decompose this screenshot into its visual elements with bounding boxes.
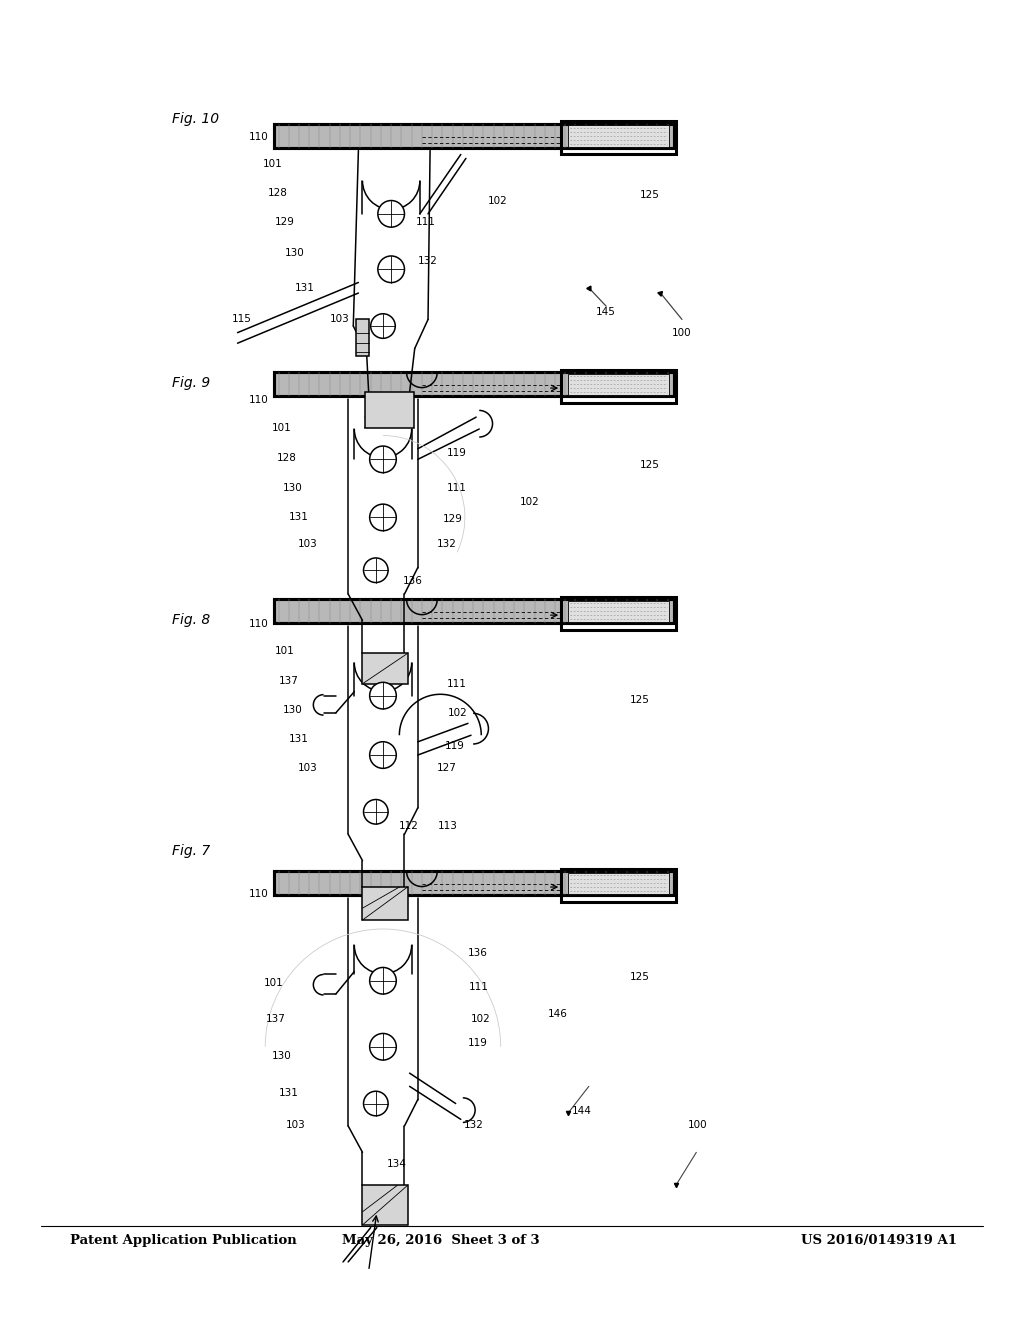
Ellipse shape <box>378 256 404 282</box>
Bar <box>568 125 669 147</box>
Bar <box>568 601 669 622</box>
Ellipse shape <box>370 446 396 473</box>
Text: 101: 101 <box>264 978 284 989</box>
Text: 125: 125 <box>630 972 649 982</box>
Text: US 2016/0149319 A1: US 2016/0149319 A1 <box>802 1234 957 1246</box>
Text: 100: 100 <box>672 327 691 338</box>
Text: 103: 103 <box>298 763 317 774</box>
Text: 119: 119 <box>444 741 464 751</box>
Ellipse shape <box>364 1092 388 1115</box>
Text: 102: 102 <box>487 195 507 206</box>
Text: 111: 111 <box>469 982 488 993</box>
Text: 102: 102 <box>447 708 467 718</box>
Bar <box>365 392 414 428</box>
Text: 111: 111 <box>446 483 466 494</box>
Bar <box>274 871 674 895</box>
Text: 110: 110 <box>249 132 268 143</box>
Bar <box>274 599 674 623</box>
Bar <box>274 124 674 148</box>
Bar <box>274 372 674 396</box>
Text: 132: 132 <box>464 1119 483 1130</box>
Ellipse shape <box>364 800 388 824</box>
Text: 137: 137 <box>266 1014 286 1024</box>
Text: 111: 111 <box>416 216 435 227</box>
Text: 130: 130 <box>271 1051 291 1061</box>
Text: 110: 110 <box>249 395 268 405</box>
Text: 103: 103 <box>330 314 349 325</box>
Text: 113: 113 <box>438 821 458 832</box>
Text: 145: 145 <box>596 306 615 317</box>
Text: 146: 146 <box>548 1008 567 1019</box>
Text: 128: 128 <box>268 187 288 198</box>
Text: May 26, 2016  Sheet 3 of 3: May 26, 2016 Sheet 3 of 3 <box>342 1234 539 1246</box>
Ellipse shape <box>364 558 388 582</box>
Text: 125: 125 <box>630 694 649 705</box>
Text: 130: 130 <box>283 483 302 494</box>
Bar <box>568 374 669 395</box>
Text: 130: 130 <box>283 705 302 715</box>
Text: 134: 134 <box>387 1159 407 1170</box>
Bar <box>274 124 674 148</box>
Text: 119: 119 <box>468 1038 487 1048</box>
Text: 110: 110 <box>249 619 268 630</box>
Text: Fig. 10: Fig. 10 <box>172 112 219 125</box>
Text: 102: 102 <box>520 496 540 507</box>
Bar <box>362 887 408 920</box>
Bar <box>561 370 676 403</box>
Text: 125: 125 <box>640 190 659 201</box>
Text: 131: 131 <box>289 734 308 744</box>
Bar <box>274 372 674 396</box>
Text: 112: 112 <box>398 821 418 832</box>
Bar <box>568 873 669 894</box>
Text: 111: 111 <box>446 678 466 689</box>
Text: Fig. 8: Fig. 8 <box>172 614 210 627</box>
Text: 131: 131 <box>295 282 314 293</box>
Bar <box>356 319 369 356</box>
Text: 125: 125 <box>640 459 659 470</box>
Text: 100: 100 <box>688 1119 708 1130</box>
Text: 128: 128 <box>276 453 296 463</box>
Bar <box>561 121 676 154</box>
Text: 131: 131 <box>279 1088 298 1098</box>
Text: Fig. 7: Fig. 7 <box>172 845 210 858</box>
Bar <box>561 597 676 630</box>
Text: 101: 101 <box>274 645 294 656</box>
Bar <box>274 599 674 623</box>
Ellipse shape <box>370 968 396 994</box>
Text: 103: 103 <box>286 1119 305 1130</box>
Text: Fig. 9: Fig. 9 <box>172 376 210 389</box>
Bar <box>362 653 408 684</box>
Ellipse shape <box>370 742 396 768</box>
Text: 129: 129 <box>442 513 462 524</box>
Text: 130: 130 <box>285 248 304 259</box>
Text: 131: 131 <box>289 512 308 523</box>
Text: 102: 102 <box>471 1014 490 1024</box>
Ellipse shape <box>370 682 396 709</box>
Ellipse shape <box>370 1034 396 1060</box>
Text: 136: 136 <box>468 948 487 958</box>
Text: 115: 115 <box>231 314 251 325</box>
Text: 110: 110 <box>249 888 268 899</box>
Text: 144: 144 <box>571 1106 591 1117</box>
Text: 132: 132 <box>437 539 457 549</box>
Text: 127: 127 <box>437 763 457 774</box>
Ellipse shape <box>378 201 404 227</box>
Text: 129: 129 <box>274 216 294 227</box>
Text: 119: 119 <box>446 447 466 458</box>
Text: 101: 101 <box>263 158 283 169</box>
Bar <box>274 871 674 895</box>
Text: Patent Application Publication: Patent Application Publication <box>70 1234 296 1246</box>
Text: 137: 137 <box>279 676 298 686</box>
Ellipse shape <box>370 504 396 531</box>
Text: 103: 103 <box>298 539 317 549</box>
Text: 136: 136 <box>402 576 422 586</box>
Ellipse shape <box>371 314 395 338</box>
Bar <box>362 1185 408 1225</box>
Text: 101: 101 <box>271 422 291 433</box>
Text: 132: 132 <box>418 256 437 267</box>
Bar <box>561 869 676 902</box>
